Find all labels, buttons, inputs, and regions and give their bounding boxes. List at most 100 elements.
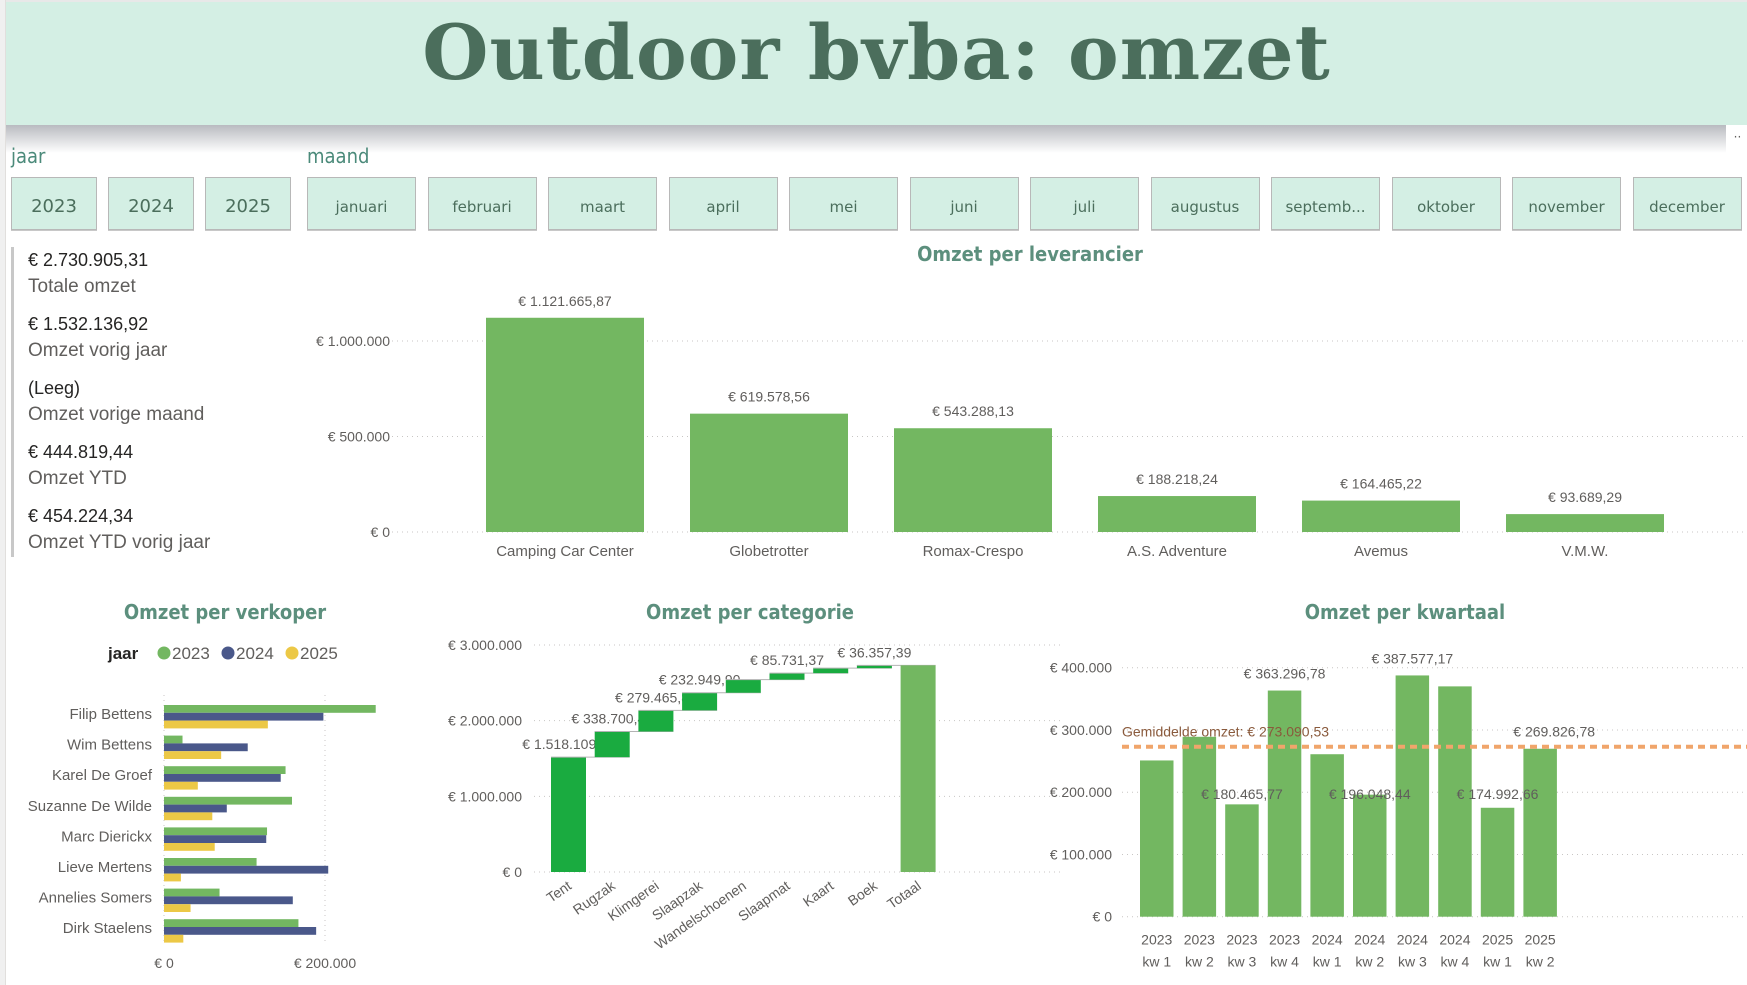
x-tick-label: Tent [543, 877, 574, 905]
kpi-revenue-last-month: (Leeg) Omzet vorige maand [28, 375, 301, 439]
x-tick-label-year: 2023 [1184, 932, 1215, 948]
bar[interactable] [164, 781, 198, 790]
bar[interactable] [1098, 496, 1256, 532]
bar[interactable] [551, 757, 586, 872]
bar[interactable] [164, 873, 181, 882]
bar[interactable] [638, 710, 674, 732]
bar[interactable] [1523, 748, 1557, 917]
chart-title-categorie: Omzet per categorie [646, 600, 854, 624]
x-tick-label-quarter: kw 4 [1270, 954, 1299, 970]
kpi-value: € 454.224,34 [28, 506, 134, 526]
bar[interactable] [164, 804, 227, 813]
legend-title: jaar [107, 644, 139, 663]
bar[interactable] [856, 665, 892, 669]
bar[interactable] [1480, 807, 1515, 917]
y-tick-label: Karel De Groef [52, 767, 153, 784]
bar[interactable] [769, 673, 805, 680]
average-line-label: Gemiddelde omzet: € 273.090,53 [1122, 724, 1329, 740]
total-bar[interactable] [900, 665, 936, 872]
x-tick-label: V.M.W. [1562, 543, 1609, 560]
bar[interactable] [164, 720, 268, 729]
bar[interactable] [1182, 736, 1217, 917]
chart-omzet-per-categorie[interactable]: € 0 € 1.000.000 € 2.000.000 € 3.000.000 € 1.… [440, 630, 1060, 985]
bar[interactable] [164, 934, 184, 943]
month-option-november[interactable]: november [1512, 177, 1621, 230]
bar[interactable] [164, 774, 281, 782]
bar[interactable] [164, 904, 191, 912]
chart-omzet-per-kwartaal[interactable]: € 0 € 100.000 € 200.000 € 300.000 € 400.000 2… [1050, 630, 1747, 985]
bar[interactable] [725, 679, 761, 693]
x-tick-label: € 0 [154, 955, 174, 971]
bar[interactable] [164, 858, 257, 866]
bar[interactable] [164, 865, 329, 874]
kpi-revenue-ytd: € 444.819,44 Omzet YTD [28, 439, 301, 503]
bar[interactable] [164, 896, 293, 905]
bar[interactable] [682, 692, 718, 711]
more-options-icon[interactable]: ·· [1728, 128, 1747, 150]
bar[interactable] [164, 705, 376, 713]
month-option-maart[interactable]: maart [548, 177, 657, 230]
bar[interactable] [164, 927, 317, 935]
data-label: € 174.992,66 [1457, 786, 1539, 802]
chart-title-leverancier: Omzet per leverancier [917, 242, 1143, 266]
bar[interactable] [164, 735, 183, 744]
bar[interactable] [164, 751, 222, 759]
bar[interactable] [1302, 500, 1460, 532]
x-tick-label-year: 2024 [1354, 932, 1385, 948]
bar[interactable] [1267, 690, 1302, 917]
banner-shadow [6, 125, 1726, 153]
bar[interactable] [164, 766, 286, 774]
legend-item[interactable]: 2023 [172, 644, 210, 663]
legend-item[interactable]: 2024 [236, 644, 274, 663]
bar[interactable] [486, 317, 644, 532]
bar[interactable] [1353, 794, 1387, 917]
year-option-2024[interactable]: 2024 [108, 177, 194, 230]
x-tick-label-year: 2023 [1141, 932, 1172, 948]
bar[interactable] [594, 731, 630, 758]
x-tick-label: Boek [845, 877, 881, 909]
x-tick-label-year: 2023 [1269, 932, 1300, 948]
month-option-oktober[interactable]: oktober [1391, 177, 1501, 230]
year-option-2023[interactable]: 2023 [11, 177, 97, 230]
bar[interactable] [813, 668, 849, 674]
month-option-juli[interactable]: juli [1030, 177, 1139, 230]
bar[interactable] [164, 712, 324, 721]
legend-item[interactable]: 2025 [300, 644, 338, 663]
bar[interactable] [164, 827, 268, 836]
data-label: € 196.048,44 [1329, 786, 1411, 802]
bar[interactable] [164, 812, 213, 821]
month-option-december[interactable]: december [1632, 177, 1742, 230]
chart-omzet-per-verkoper[interactable]: jaar 2023 2024 2025 € 0 € 200.000 Filip Betten… [0, 635, 440, 985]
bar[interactable] [164, 743, 248, 752]
bar[interactable] [1506, 514, 1664, 532]
bar[interactable] [894, 428, 1052, 532]
month-option-juni[interactable]: juni [909, 177, 1019, 230]
x-tick-label: Globetrotter [729, 543, 808, 560]
bar[interactable] [1395, 675, 1430, 917]
bar[interactable] [690, 413, 848, 532]
bar[interactable] [164, 796, 292, 805]
bar[interactable] [1140, 760, 1174, 917]
data-label: € 164.465,22 [1340, 476, 1422, 492]
bar[interactable] [1310, 754, 1344, 917]
month-option-januari[interactable]: januari [307, 177, 416, 230]
bar[interactable] [1438, 686, 1472, 917]
chart-omzet-per-leverancier[interactable]: € 0 € 500.000 € 1.000.000 € 1.121.665,87 Cam… [290, 270, 1747, 570]
year-slicer-label: jaar [11, 144, 46, 168]
y-tick-label: € 300.000 [1050, 722, 1112, 738]
month-option-septemb[interactable]: septemb... [1271, 177, 1380, 230]
month-option-augustus[interactable]: augustus [1150, 177, 1260, 230]
bar[interactable] [1225, 804, 1259, 917]
x-tick-label-year: 2025 [1525, 932, 1556, 948]
year-option-2025[interactable]: 2025 [205, 177, 291, 230]
bar[interactable] [164, 919, 299, 927]
kpi-value: € 1.532.136,92 [28, 314, 149, 334]
kpi-label: Omzet YTD vorig jaar [28, 532, 211, 553]
month-option-mei[interactable]: mei [789, 177, 898, 230]
bar[interactable] [164, 835, 267, 843]
bar[interactable] [164, 888, 220, 897]
month-option-april[interactable]: april [668, 177, 778, 230]
bar[interactable] [164, 843, 215, 851]
month-option-februari[interactable]: februari [427, 177, 537, 230]
kpi-label: Omzet YTD [28, 468, 127, 489]
